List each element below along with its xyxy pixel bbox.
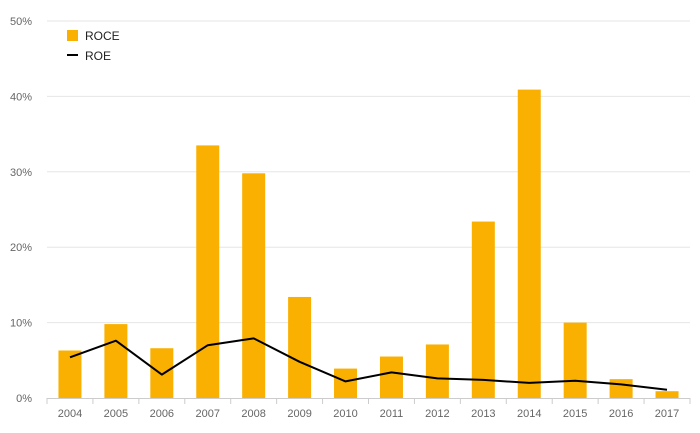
gridlines xyxy=(47,20,690,324)
roce-bar xyxy=(288,296,312,398)
roce-bar xyxy=(334,368,358,398)
roce-bar xyxy=(609,379,633,398)
x-tick-label: 2005 xyxy=(104,408,128,420)
roce-bars xyxy=(58,89,679,398)
roce-bar xyxy=(517,89,541,398)
y-tick-label: 10% xyxy=(10,318,32,330)
x-axis-ticks: 2004 2005 2006 2007 2008 2009 2010 2011 2012 2013… xyxy=(46,398,691,420)
x-tick-label: 2013 xyxy=(471,408,495,420)
x-tick-label: 2006 xyxy=(150,408,174,420)
roce-bar xyxy=(242,173,266,398)
legend-swatch-roce xyxy=(67,30,78,41)
roce-bar xyxy=(58,350,82,398)
legend-label-roce: ROCE xyxy=(85,29,120,43)
y-tick-label: 20% xyxy=(10,242,32,254)
x-tick-label: 2004 xyxy=(58,408,82,420)
y-tick-label: 0% xyxy=(16,393,32,405)
x-tick-label: 2014 xyxy=(517,408,541,420)
roce-bar xyxy=(471,221,495,398)
x-tick-label: 2009 xyxy=(287,408,311,420)
roe-line xyxy=(69,337,668,391)
roce-bar xyxy=(196,145,220,398)
roce-bar xyxy=(150,348,174,398)
y-tick-label: 50% xyxy=(10,16,32,28)
x-tick-label: 2015 xyxy=(563,408,587,420)
x-tick-label: 2007 xyxy=(196,408,220,420)
x-tick-label: 2017 xyxy=(655,408,679,420)
roce-bar xyxy=(104,324,128,398)
legend-label-roe: ROE xyxy=(85,49,111,63)
roce-bar xyxy=(563,322,587,398)
x-tick-label: 2010 xyxy=(333,408,357,420)
roe-line-layer xyxy=(69,337,668,391)
legend: ROCE ROE xyxy=(67,29,120,63)
roce-bar xyxy=(425,344,449,398)
x-tick-label: 2011 xyxy=(380,408,404,420)
roce-bar xyxy=(655,391,679,398)
x-tick-label: 2016 xyxy=(609,408,633,420)
x-tick-label: 2008 xyxy=(241,408,265,420)
roce-bar xyxy=(379,356,403,398)
y-axis-ticks: 0% 10% 20% 30% 40% 50% xyxy=(10,16,32,405)
y-tick-label: 30% xyxy=(10,167,32,179)
y-tick-label: 40% xyxy=(10,91,32,103)
x-tick-label: 2012 xyxy=(425,408,449,420)
